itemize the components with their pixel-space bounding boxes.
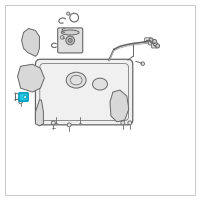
- Circle shape: [153, 39, 157, 43]
- FancyBboxPatch shape: [35, 59, 133, 125]
- FancyBboxPatch shape: [149, 40, 155, 45]
- Circle shape: [156, 44, 160, 48]
- Circle shape: [121, 121, 125, 125]
- FancyBboxPatch shape: [58, 28, 83, 53]
- Polygon shape: [18, 64, 44, 92]
- Circle shape: [128, 121, 132, 125]
- FancyBboxPatch shape: [152, 43, 158, 48]
- FancyBboxPatch shape: [19, 93, 28, 101]
- Ellipse shape: [66, 72, 86, 88]
- FancyBboxPatch shape: [145, 38, 151, 43]
- Circle shape: [141, 62, 144, 65]
- Circle shape: [66, 36, 75, 45]
- Ellipse shape: [61, 30, 79, 35]
- Circle shape: [60, 36, 64, 39]
- Circle shape: [19, 100, 22, 104]
- Circle shape: [68, 38, 72, 42]
- Circle shape: [24, 96, 27, 98]
- Polygon shape: [22, 28, 39, 56]
- Circle shape: [149, 38, 153, 42]
- Circle shape: [67, 123, 71, 127]
- Circle shape: [67, 12, 70, 15]
- Polygon shape: [35, 100, 43, 126]
- Circle shape: [51, 121, 55, 125]
- Ellipse shape: [93, 78, 107, 90]
- Polygon shape: [110, 90, 129, 122]
